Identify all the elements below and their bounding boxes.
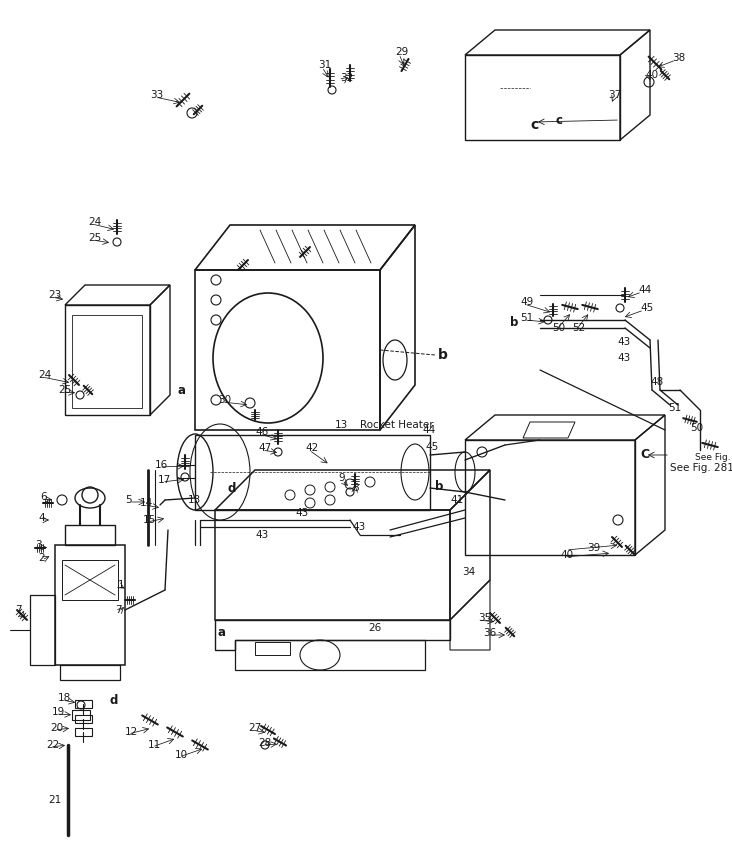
Text: 1: 1: [118, 580, 124, 590]
Text: 23: 23: [48, 290, 61, 300]
Text: 42: 42: [305, 443, 318, 453]
Text: 17: 17: [158, 475, 171, 485]
Text: 41: 41: [450, 495, 463, 505]
Text: 16: 16: [155, 460, 168, 470]
Text: 10: 10: [175, 750, 188, 760]
Text: 7: 7: [115, 605, 122, 615]
Text: 50: 50: [552, 323, 565, 333]
Text: 20: 20: [50, 723, 63, 733]
Text: d: d: [110, 693, 119, 707]
Text: 37: 37: [608, 90, 621, 100]
Text: 38: 38: [672, 53, 685, 63]
Text: 8: 8: [352, 483, 359, 493]
Text: b: b: [438, 348, 448, 362]
Text: a: a: [178, 383, 186, 397]
Text: 24: 24: [88, 217, 101, 227]
Text: 25: 25: [88, 233, 101, 243]
Text: 13: 13: [335, 420, 348, 430]
Text: C: C: [640, 449, 649, 461]
Text: a: a: [218, 625, 226, 639]
Text: d: d: [228, 481, 236, 494]
Text: 3: 3: [35, 540, 42, 550]
Text: 22: 22: [46, 740, 59, 750]
Text: 44: 44: [422, 425, 436, 435]
Text: 2: 2: [38, 553, 45, 563]
Text: 43: 43: [255, 530, 268, 540]
Text: b: b: [510, 315, 518, 329]
Text: c: c: [530, 118, 538, 132]
Text: 51: 51: [520, 313, 533, 323]
Text: 43: 43: [352, 522, 365, 532]
Text: 43: 43: [617, 353, 630, 363]
Text: 21: 21: [48, 795, 61, 805]
Text: 47: 47: [258, 443, 272, 453]
Text: 48: 48: [650, 377, 663, 387]
Text: 9: 9: [338, 473, 345, 483]
Text: 4: 4: [38, 513, 45, 523]
Text: 18: 18: [58, 693, 71, 703]
Text: 50: 50: [690, 423, 703, 433]
Text: 6: 6: [40, 492, 47, 502]
Text: 44: 44: [638, 285, 651, 295]
Text: 34: 34: [462, 567, 475, 577]
Text: See Fig. 2814: See Fig. 2814: [670, 463, 732, 473]
Text: 40: 40: [645, 70, 658, 80]
Text: See Fig. 2814: See Fig. 2814: [695, 454, 732, 462]
Text: 36: 36: [483, 628, 496, 638]
Text: 29: 29: [395, 47, 408, 57]
Text: 11: 11: [148, 740, 161, 750]
Text: 19: 19: [52, 707, 65, 717]
Text: 15: 15: [143, 515, 156, 525]
Text: 46: 46: [255, 427, 268, 437]
Text: 33: 33: [150, 90, 163, 100]
Text: 49: 49: [520, 297, 533, 307]
Text: 45: 45: [425, 442, 438, 452]
Text: 14: 14: [140, 498, 153, 508]
Text: 43: 43: [617, 337, 630, 347]
Text: Rocket Heater: Rocket Heater: [360, 420, 433, 430]
Text: 52: 52: [572, 323, 586, 333]
Text: 26: 26: [368, 623, 381, 633]
Text: c: c: [555, 114, 562, 127]
Text: 35: 35: [478, 613, 491, 623]
Text: 43: 43: [295, 508, 308, 518]
Text: 32: 32: [340, 73, 354, 83]
Text: 25: 25: [58, 385, 71, 395]
Text: 30: 30: [218, 395, 231, 405]
Text: 45: 45: [640, 303, 653, 313]
Text: 12: 12: [125, 727, 138, 737]
Text: 51: 51: [668, 403, 681, 413]
Text: 24: 24: [38, 370, 51, 380]
Text: b: b: [435, 480, 444, 493]
Text: 27: 27: [248, 723, 261, 733]
Text: 28: 28: [258, 738, 272, 748]
Text: 40: 40: [560, 550, 573, 560]
Text: 39: 39: [587, 543, 600, 553]
Text: 31: 31: [318, 60, 332, 70]
Text: 13: 13: [188, 495, 201, 505]
Text: 5: 5: [125, 495, 132, 505]
Text: 7: 7: [15, 605, 22, 615]
